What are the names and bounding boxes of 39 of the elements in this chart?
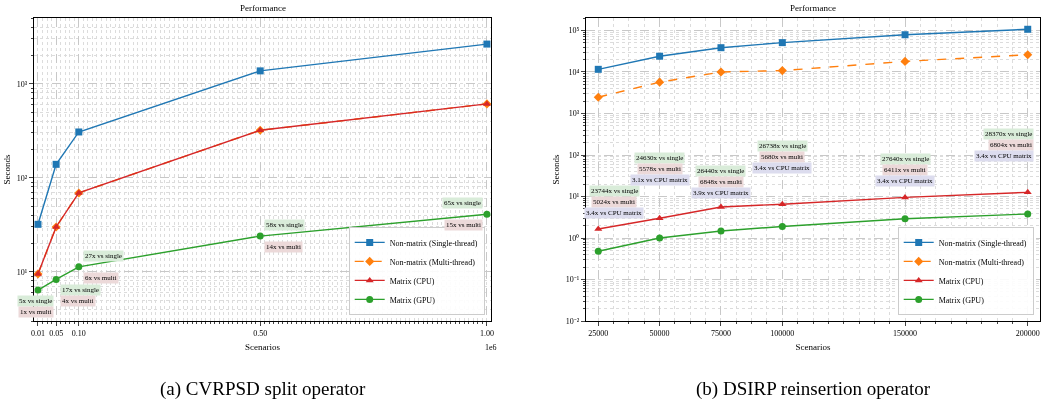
x-tick-label: 25000: [588, 328, 609, 338]
x-tick-label: 0.01: [30, 328, 45, 338]
legend-label: Non-matrix (Multi-thread): [389, 257, 476, 267]
x-axis-title: Scenarios: [245, 341, 281, 352]
legend-label: Non-matrix (Single-thread): [389, 238, 478, 248]
y-tick-label: 10⁵: [568, 26, 580, 36]
x-tick-label: 0.50: [253, 328, 268, 338]
x-tick-label: 75000: [710, 328, 731, 338]
legend-label: Matrix (GPU): [938, 295, 985, 305]
y-tick-label: 10¹: [568, 192, 580, 202]
x-tick-label: 150000: [893, 328, 918, 338]
y-tick-label: 10²: [568, 150, 580, 160]
y-tick-label: 10²: [16, 173, 28, 183]
legend-label: Matrix (CPU): [389, 276, 435, 286]
y-tick-label: 10⁰: [568, 233, 580, 243]
x-tick-label: 200000: [1015, 328, 1040, 338]
x-tick-label: 0.10: [71, 328, 86, 338]
x-tick-label: 0.05: [49, 328, 64, 338]
text: (a) CVRPSD split operator: [160, 378, 366, 400]
y-tick-label: 10⁻¹: [565, 275, 580, 285]
text: (b) DSIRP reinsertion operator: [696, 378, 931, 400]
legend-label: Matrix (GPU): [389, 295, 436, 305]
x-tick-label: 1.00: [479, 328, 494, 338]
legend-label: Non-matrix (Multi-thread): [938, 257, 1025, 267]
x-axis-title: Scenarios: [795, 341, 831, 352]
legend-label: Matrix (CPU): [938, 276, 984, 286]
y-tick-label: 10⁴: [568, 67, 580, 77]
y-tick-label: 10¹: [16, 267, 28, 277]
x-tick-label: 50000: [649, 328, 670, 338]
y-axis-title: Seconds: [2, 154, 13, 185]
y-tick-label: 10³: [568, 109, 580, 119]
text: 1e6: [485, 343, 497, 352]
chart-title: Performance: [790, 3, 836, 13]
x-tick-label: 100000: [770, 328, 795, 338]
y-tick-label: 10⁻²: [565, 316, 580, 326]
legend-label: Non-matrix (Single-thread): [938, 238, 1027, 248]
chart-title: Performance: [240, 3, 286, 13]
y-tick-label: 10³: [16, 79, 28, 89]
y-axis-title: Seconds: [551, 154, 562, 185]
